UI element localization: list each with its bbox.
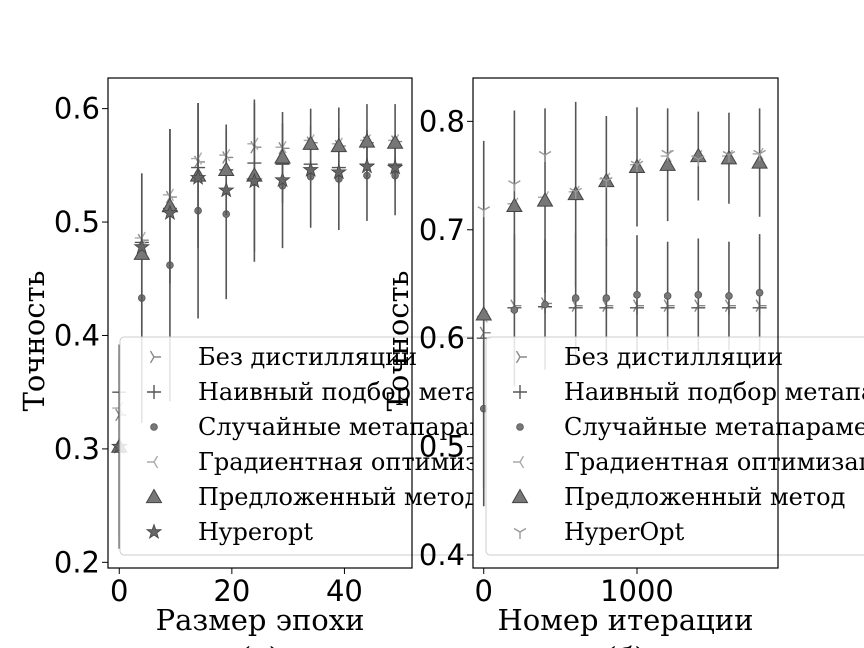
- legend-label: Случайные метапараметры: [564, 413, 864, 441]
- series-6: [477, 149, 766, 218]
- axes-frame: [472, 77, 779, 569]
- legend-marker: [150, 423, 158, 431]
- legend-marker: [515, 350, 527, 364]
- data-point: [386, 134, 404, 149]
- legend-marker: [145, 488, 163, 504]
- data-point: [358, 133, 376, 148]
- y-tick-label: 0.3: [54, 432, 100, 466]
- data-point: [569, 187, 582, 199]
- data-point: [475, 305, 493, 321]
- data-point: [358, 157, 376, 174]
- data-point: [541, 300, 549, 309]
- data-point: [386, 158, 404, 175]
- legend-marker: [145, 523, 163, 540]
- y-tick-label: 0.6: [419, 321, 465, 355]
- data-point: [508, 180, 521, 192]
- x-tick-label: 20: [213, 574, 250, 608]
- legend-marker: [513, 455, 525, 469]
- y-axis-label: Точность: [17, 271, 51, 412]
- data-point: [630, 160, 644, 172]
- data-point: [659, 156, 677, 171]
- y-tick-label: 0.4: [54, 318, 100, 352]
- data-point: [753, 149, 766, 161]
- x-tick-label: 40: [326, 574, 363, 608]
- legend-label: Без дистилляции: [564, 343, 783, 371]
- data-point: [302, 161, 319, 177]
- y-tick-label: 0.5: [419, 430, 465, 464]
- data-point: [661, 149, 674, 161]
- legend-label: Без дистилляции: [198, 343, 417, 371]
- legend-label: Наивный подбор метапараметров: [564, 378, 864, 406]
- legend-marker: [516, 423, 524, 431]
- chart-panel-2: 0.4 0.5 0.6 0.7 0.8 0 1000 Без дистилляции Наивн…: [381, 77, 864, 648]
- data-point: [246, 172, 263, 189]
- data-point: [602, 294, 611, 302]
- legend-marker: [511, 488, 529, 504]
- data-point: [722, 150, 736, 162]
- data-point: [330, 163, 348, 180]
- y-tick-label: 0.8: [419, 104, 465, 138]
- legend-label: Предложенный метод: [564, 483, 845, 511]
- y-tick-label: 0.2: [54, 545, 100, 579]
- data-point: [506, 197, 523, 213]
- legend-label: Предложенный метод: [198, 483, 479, 511]
- data-point: [274, 171, 291, 188]
- data-point: [751, 154, 768, 169]
- y-tick-label: 0.5: [54, 205, 100, 239]
- data-point: [161, 204, 179, 221]
- data-point: [217, 161, 235, 176]
- legend-frame: [485, 336, 864, 556]
- legend-label: HyperOpt: [564, 518, 685, 546]
- legend-marker: [147, 385, 161, 399]
- y-tick-label: 0.4: [419, 538, 465, 572]
- x-tick-label: 0: [110, 574, 128, 608]
- data-point: [633, 291, 641, 299]
- data-point: [600, 176, 613, 188]
- chart-panel-1: 0.2 0.3 0.4 0.5 0.6 0 20 40 Без дистилляцииНаивн…: [17, 77, 629, 648]
- data-point: [302, 135, 320, 150]
- legend-label: Градиентная оптимизация: [564, 448, 864, 476]
- legend-marker: [149, 350, 161, 364]
- legend-marker: [513, 385, 527, 399]
- series-6: [110, 157, 404, 454]
- data-point: [538, 150, 552, 162]
- x-tick-label: 1000: [600, 574, 674, 608]
- data-point: [274, 148, 291, 164]
- axes-frame: [107, 77, 413, 569]
- data-point: [571, 294, 580, 302]
- data-point: [663, 292, 672, 300]
- x-tick-label: 0: [475, 574, 493, 608]
- y-tick-label: 0.6: [54, 92, 100, 126]
- data-point: [330, 137, 348, 153]
- x-axis-label: Размер эпохи: [156, 603, 365, 637]
- y-axis-label: Точность: [381, 271, 415, 412]
- panel-sublabel: (б): [605, 641, 645, 648]
- x-axis-label: Номер итерации: [498, 603, 754, 637]
- legend-marker: [513, 527, 527, 539]
- panel-sublabel: (а): [240, 641, 280, 648]
- legend-marker: [147, 455, 159, 469]
- data-point: [477, 206, 491, 218]
- data-point: [510, 306, 519, 314]
- y-tick-label: 0.7: [419, 213, 465, 247]
- data-point: [536, 191, 554, 207]
- data-point: [691, 155, 705, 167]
- legend: Без дистилляции Наивный подбор метапараме…: [485, 336, 864, 556]
- legend-label: Hyperopt: [198, 518, 313, 546]
- data-point: [189, 169, 207, 185]
- data-point: [694, 291, 703, 299]
- data-point: [755, 288, 764, 297]
- data-point: [133, 238, 151, 255]
- data-point: [725, 292, 733, 300]
- data-point: [217, 181, 235, 198]
